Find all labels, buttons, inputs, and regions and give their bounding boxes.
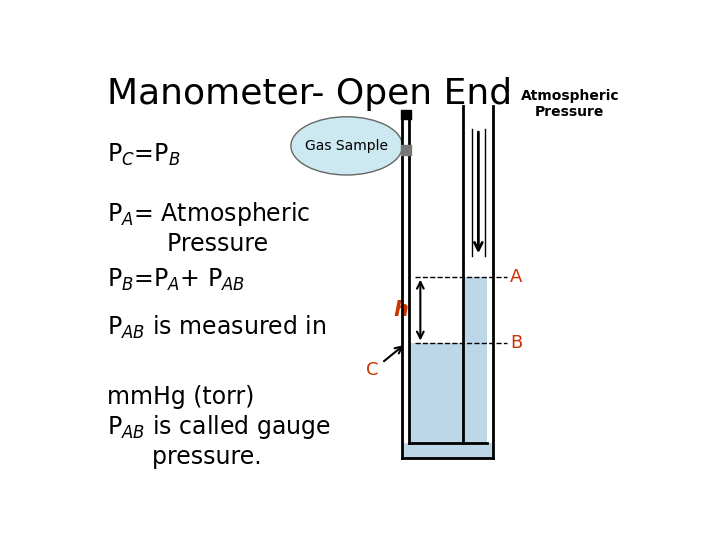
Polygon shape [409, 343, 433, 443]
Text: A: A [510, 268, 523, 286]
Text: P$_{B}$=P$_{A}$+ P$_{AB}$: P$_{B}$=P$_{A}$+ P$_{AB}$ [107, 266, 245, 293]
Text: P$_{AB}$ is measured in: P$_{AB}$ is measured in [107, 314, 326, 341]
Text: Gas Sample: Gas Sample [305, 139, 388, 153]
Text: P$_{A}$= Atmospheric
        Pressure: P$_{A}$= Atmospheric Pressure [107, 200, 310, 256]
Text: P$_{C}$=P$_{B}$: P$_{C}$=P$_{B}$ [107, 141, 180, 168]
Text: Atmospheric
Pressure: Atmospheric Pressure [521, 89, 619, 119]
Text: B: B [510, 334, 523, 353]
Text: mmHg (torr)
P$_{AB}$ is called gauge
      pressure.: mmHg (torr) P$_{AB}$ is called gauge pre… [107, 385, 330, 469]
Polygon shape [433, 343, 463, 443]
Polygon shape [463, 277, 487, 443]
Text: C: C [366, 361, 378, 380]
Polygon shape [402, 443, 493, 458]
Ellipse shape [291, 117, 402, 175]
Text: h: h [393, 300, 408, 320]
Text: Manometer- Open End: Manometer- Open End [107, 77, 512, 111]
